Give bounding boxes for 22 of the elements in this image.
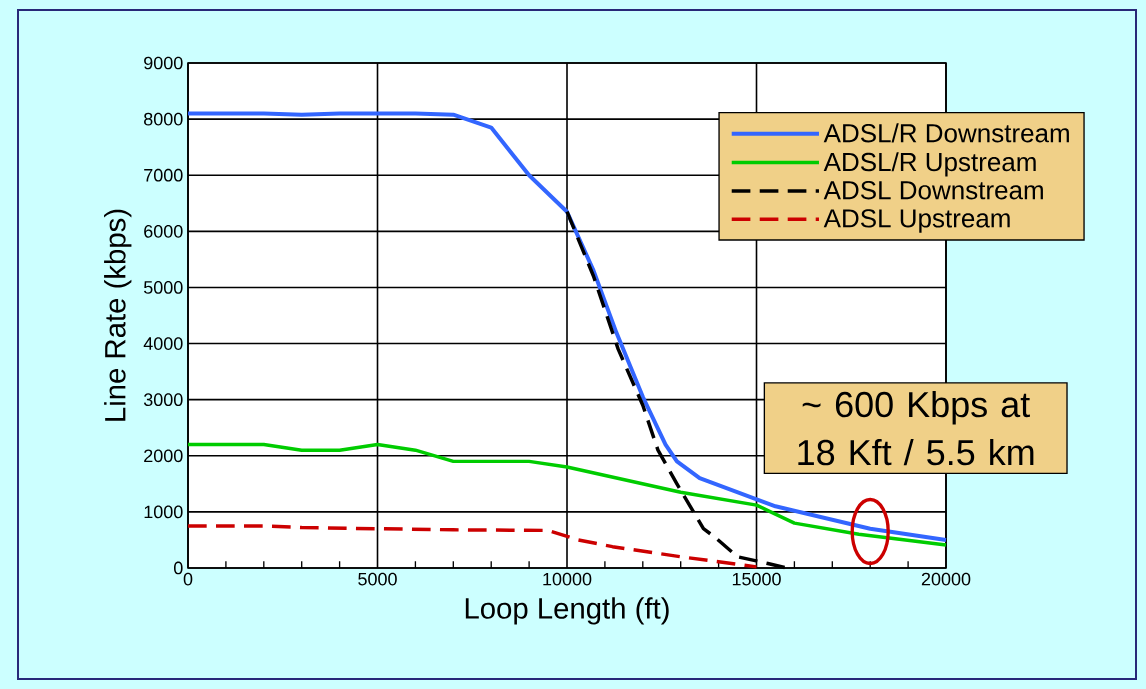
y-tick-label: 2000 — [144, 449, 183, 463]
y-tick-label: 8000 — [144, 112, 183, 126]
legend-label: ADSL Upstream — [823, 209, 1010, 233]
legend-label: ADSL Downstream — [823, 181, 1043, 200]
x-tick-label: 0 — [183, 572, 193, 586]
x-tick-label: 20000 — [921, 572, 971, 586]
y-tick-label: 1000 — [144, 505, 183, 519]
y-tick-label: 4000 — [143, 337, 183, 350]
y-tick-label: 7000 — [144, 168, 183, 182]
y-axis-title: Line Rate (kbps) — [104, 209, 132, 421]
y-tick-label: 5000 — [143, 281, 183, 294]
x-tick-label: 10000 — [543, 572, 592, 586]
legend-label: ADSL/R Upstream — [823, 152, 1036, 177]
y-tick-label: 0 — [174, 561, 183, 575]
x-axis-title: Loop Length (ft) — [465, 597, 669, 625]
y-tick-label: 3000 — [143, 393, 183, 407]
annotation: ~ 600 Kbps at 18 Kft / 5.5 km — [798, 390, 1034, 466]
legend-label: ADSL/R Downstream — [823, 123, 1069, 143]
y-tick-label: 6000 — [144, 224, 183, 238]
x-tick-label: 5000 — [358, 572, 397, 586]
y-tick-label: 9000 — [144, 56, 183, 70]
x-tick-label: 15000 — [732, 572, 781, 586]
